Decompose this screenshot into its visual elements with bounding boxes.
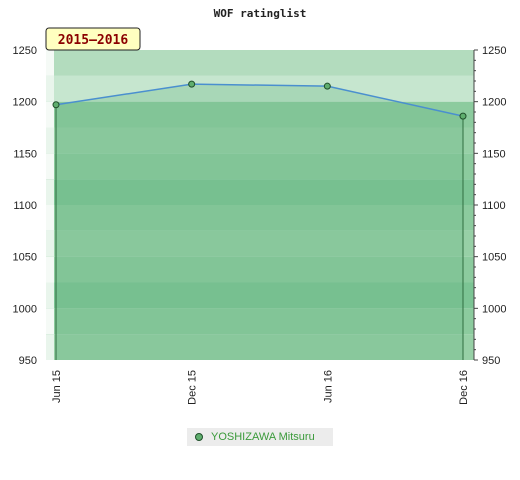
area-layer: [55, 83, 464, 360]
background-band: [46, 308, 474, 335]
background-band: [46, 75, 474, 102]
background-band-edge: [46, 127, 54, 154]
y-tick-label-right: 1100: [482, 200, 506, 212]
data-point: [188, 80, 196, 88]
background-band: [46, 179, 474, 205]
y-tick-label-right: 1150: [482, 148, 506, 160]
background-band-edge: [46, 256, 54, 283]
y-tick-label-left: 1100: [13, 200, 37, 212]
x-tick-label: Jun 16: [322, 370, 334, 403]
x-tick-label: Jun 15: [51, 370, 63, 403]
background-band: [46, 205, 474, 231]
background-bands: [46, 50, 474, 360]
y-tick-label-right: 1000: [482, 303, 506, 315]
background-band: [46, 101, 474, 128]
legend: YOSHIZAWA Mitsuru: [187, 428, 333, 446]
legend-label: YOSHIZAWA Mitsuru: [211, 431, 315, 443]
background-band-edge: [46, 282, 54, 309]
y-tick-label-left: 1250: [13, 45, 37, 57]
y-tick-label-right: 1250: [482, 45, 506, 57]
background-band: [46, 127, 474, 154]
y-tick-label-right: 1050: [482, 252, 506, 264]
background-band: [46, 334, 474, 360]
data-point: [52, 101, 60, 109]
background-band: [46, 153, 474, 180]
y-tick-label-left: 950: [19, 355, 37, 367]
points-layer: [52, 80, 467, 120]
legend-marker: [195, 433, 203, 441]
data-point: [459, 112, 467, 120]
period-badge: 2015–2016: [45, 27, 141, 51]
y-tick-label-left: 1050: [13, 252, 37, 264]
y-tick-label-left: 1200: [13, 97, 37, 109]
data-point: [323, 82, 331, 90]
y-tick-label-left: 1000: [13, 303, 37, 315]
chart-title: WOF ratinglist: [214, 7, 307, 20]
period-badge-box: [45, 27, 141, 51]
background-band-edge: [46, 101, 54, 128]
series-line: [55, 83, 464, 117]
background-band-edge: [46, 50, 54, 76]
background-band-edge: [46, 308, 54, 335]
x-tick-label: Dec 15: [187, 370, 199, 405]
background-band-edge: [46, 334, 54, 360]
background-band-edge: [46, 205, 54, 231]
background-band: [46, 256, 474, 283]
background-band-edge: [46, 230, 54, 257]
background-band-edge: [46, 179, 54, 205]
background-band: [46, 230, 474, 257]
period-badge-text: 2015–2016: [58, 33, 129, 48]
background-band-edge: [46, 153, 54, 180]
background-band: [46, 50, 474, 76]
y-tick-label-right: 950: [482, 355, 500, 367]
series-area: [56, 84, 463, 360]
y-tick-label-right: 1200: [482, 97, 506, 109]
y-tick-label-left: 1150: [13, 148, 37, 160]
background-band-edge: [46, 75, 54, 102]
x-tick-label: Dec 16: [458, 370, 470, 405]
background-band: [46, 282, 474, 309]
axes: 950 950 1000 1000 1050 1050 1100 1100 1150 1150 12…: [13, 45, 507, 405]
